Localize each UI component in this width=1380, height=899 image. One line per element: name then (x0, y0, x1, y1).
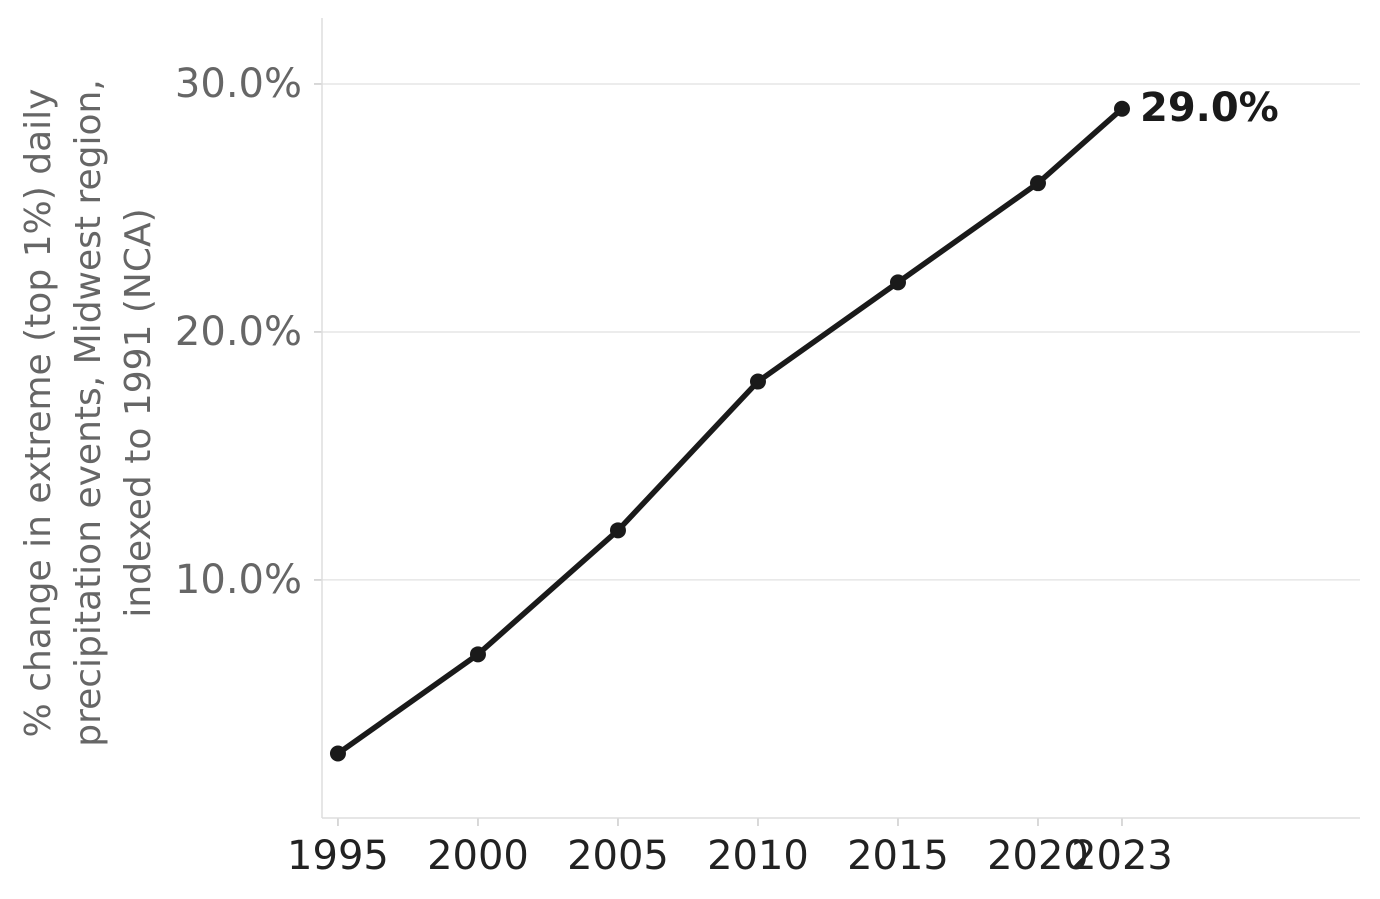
y-tick-label: 20.0% (175, 309, 302, 355)
x-tick-label: 2015 (847, 833, 949, 879)
point (609, 522, 626, 539)
x-tick-label: 2010 (707, 833, 809, 879)
y-axis-label: % change in extreme (top 1%) daily (18, 89, 59, 738)
point (1029, 175, 1046, 192)
point (469, 646, 486, 663)
line (336, 106, 1124, 756)
y-tick-label: 30.0% (175, 61, 302, 107)
value-label: 29.0% (1140, 85, 1279, 131)
point (1113, 100, 1130, 117)
point (329, 745, 346, 762)
x-tick-label: 2000 (427, 833, 529, 879)
x-tick-label: 2023 (1071, 833, 1173, 879)
y-axis-label: precipitation events, Midwest region, (68, 79, 109, 747)
point (889, 274, 906, 291)
x-tick-label: 2005 (567, 833, 669, 879)
x-tick-label: 2020 (987, 833, 1089, 879)
y-tick-label: 10.0% (175, 557, 302, 603)
y-axis-label: indexed to 1991 (NCA) (118, 208, 159, 617)
point (749, 373, 766, 390)
x-tick-label: 1995 (287, 833, 389, 879)
